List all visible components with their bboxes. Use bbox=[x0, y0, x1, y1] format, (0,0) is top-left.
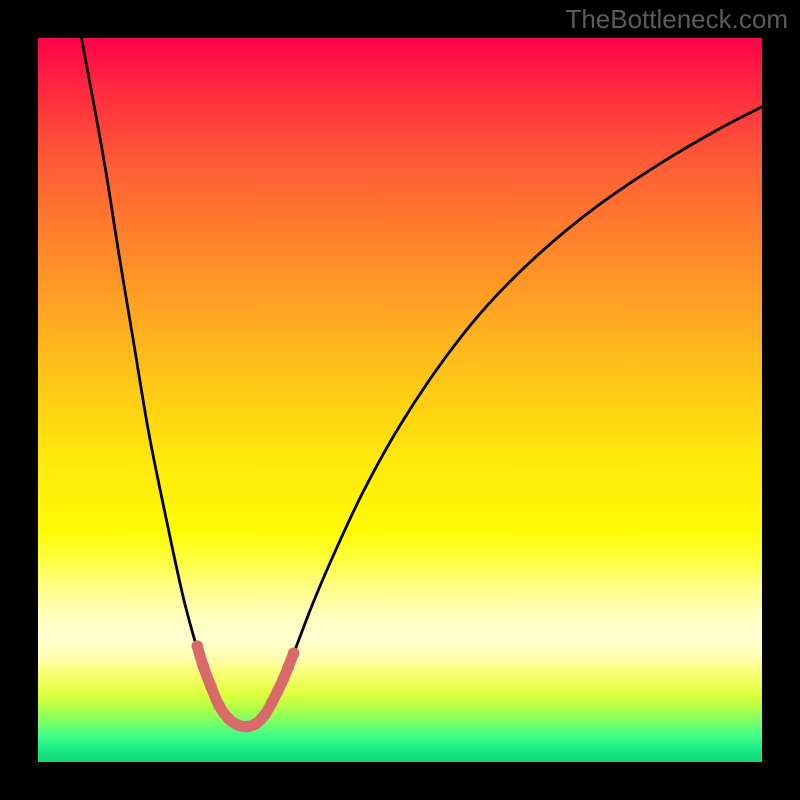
marker-dot bbox=[283, 661, 295, 673]
chart-frame: TheBottleneck.com bbox=[0, 0, 800, 800]
marker-dot bbox=[223, 713, 235, 725]
marker-dot bbox=[205, 681, 217, 693]
main-curve bbox=[81, 38, 762, 727]
marker-dot bbox=[272, 685, 284, 697]
marker-dot bbox=[288, 648, 300, 660]
marker-dot bbox=[278, 673, 290, 685]
marker-dot bbox=[213, 700, 225, 712]
chart-svg bbox=[0, 0, 800, 800]
marker-dot bbox=[197, 660, 209, 672]
marker-dot bbox=[266, 697, 278, 709]
marker-dot bbox=[259, 709, 271, 721]
marker-dot bbox=[250, 718, 262, 730]
marker-dot bbox=[191, 640, 203, 652]
